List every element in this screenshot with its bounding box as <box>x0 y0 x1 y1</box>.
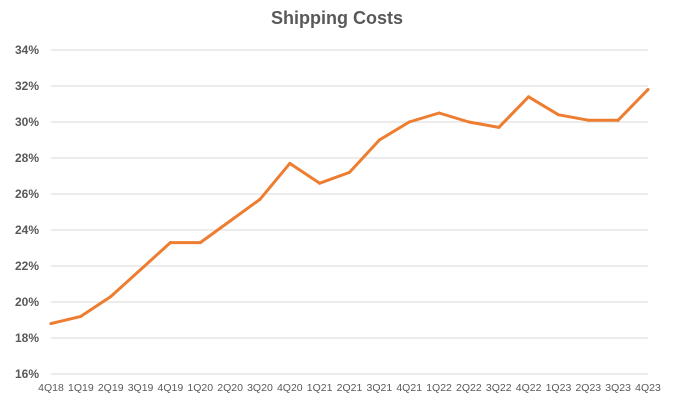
y-tick-label: 22% <box>15 259 39 273</box>
x-tick-label: 1Q19 <box>68 382 94 394</box>
y-tick-label: 18% <box>15 331 39 345</box>
x-tick-label: 2Q22 <box>456 382 482 394</box>
data-point <box>616 118 620 122</box>
data-point <box>139 268 143 272</box>
x-tick-label: 3Q23 <box>605 382 631 394</box>
data-point <box>527 95 531 99</box>
x-tick-label: 4Q21 <box>396 382 422 394</box>
data-point <box>228 219 232 223</box>
x-axis-tick-labels: 4Q18 1Q19 2Q19 3Q19 4Q19 1Q20 2Q20 3Q20 4Q20 1Q21… <box>38 382 661 394</box>
x-tick-label: 4Q18 <box>38 382 64 394</box>
x-tick-label: 2Q23 <box>575 382 601 394</box>
data-point <box>377 138 381 142</box>
data-point <box>109 295 113 299</box>
x-tick-label: 4Q22 <box>516 382 542 394</box>
data-point <box>467 120 471 124</box>
y-tick-label: 20% <box>15 295 39 309</box>
data-point <box>49 322 53 326</box>
data-point <box>168 241 172 245</box>
data-point <box>497 125 501 129</box>
x-tick-label: 3Q21 <box>367 382 393 394</box>
x-tick-label: 2Q19 <box>98 382 124 394</box>
y-tick-label: 24% <box>15 223 39 237</box>
data-point <box>288 161 292 165</box>
x-tick-label: 3Q19 <box>128 382 154 394</box>
x-tick-label: 4Q23 <box>635 382 661 394</box>
data-point <box>646 88 650 92</box>
data-point <box>437 111 441 115</box>
x-tick-label: 1Q23 <box>546 382 572 394</box>
data-point <box>407 120 411 124</box>
y-tick-label: 34% <box>15 43 39 57</box>
data-point <box>79 314 83 318</box>
data-point <box>556 113 560 117</box>
x-tick-label: 2Q20 <box>217 382 243 394</box>
chart-title: Shipping Costs <box>271 8 403 28</box>
x-tick-label: 4Q20 <box>277 382 303 394</box>
gridlines <box>51 49 648 375</box>
data-point <box>348 170 351 174</box>
data-point <box>198 241 202 245</box>
y-tick-label: 32% <box>15 79 39 93</box>
x-tick-label: 3Q22 <box>486 382 512 394</box>
y-tick-label: 16% <box>15 367 39 381</box>
y-tick-label: 30% <box>15 115 39 129</box>
x-tick-label: 2Q21 <box>337 382 363 394</box>
series-lines <box>49 88 650 326</box>
x-tick-label: 3Q20 <box>247 382 273 394</box>
x-tick-label: 1Q22 <box>426 382 452 394</box>
data-point <box>586 118 590 122</box>
x-tick-label: 1Q21 <box>307 382 333 394</box>
y-tick-label: 28% <box>15 151 39 165</box>
data-point <box>318 181 322 185</box>
x-tick-label: 1Q20 <box>187 382 213 394</box>
y-tick-label: 26% <box>15 187 39 201</box>
y-axis-tick-labels: 16% 18% 20% 22% 24% 26% 28% 30% 32% 34% <box>15 43 39 381</box>
x-tick-label: 4Q19 <box>158 382 184 394</box>
data-point <box>258 197 262 201</box>
series-line <box>49 88 650 326</box>
